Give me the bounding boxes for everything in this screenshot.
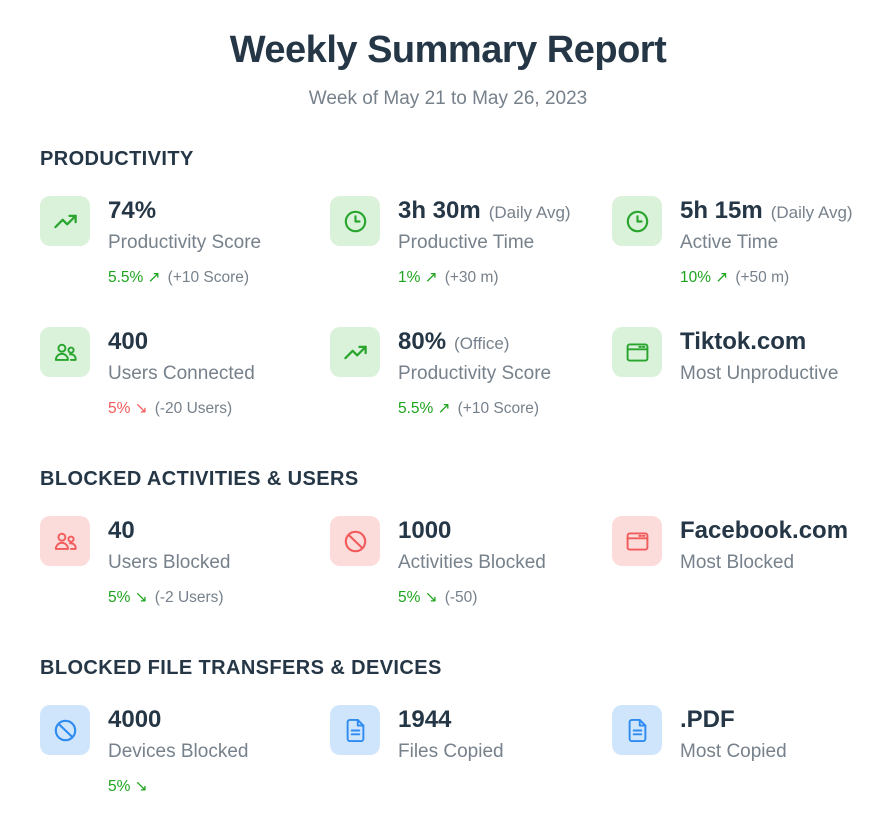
metric-suffix: (Daily Avg) [488,203,571,222]
metric-delta: 5% ↘ (-2 Users) [108,588,231,607]
metric-label: Users Blocked [108,552,231,573]
metric-delta: 5.5% ↗ (+10 Score) [398,399,551,418]
trend-up-icon [52,208,79,235]
metric-activities-blocked: 1000 Activities Blocked 5% ↘ (-50) [330,516,612,607]
file-icon [342,717,369,744]
metric-value: Facebook.com [680,517,849,544]
metric-label: Most Unproductive [680,363,839,384]
report-header: Weekly Summary Report Week of May 21 to … [40,28,856,110]
metric-icon-badge [612,705,662,755]
delta-detail: (+10 Score) [167,269,250,286]
metric-label: Productive Time [398,232,535,253]
metric-icon-badge [612,327,662,377]
metric-label: Activities Blocked [398,552,546,573]
block-icon [342,528,369,555]
metric-files-copied: 1944 Files Copied [330,705,612,796]
section-heading: BLOCKED FILE TRANSFERS & DEVICES [40,657,442,679]
metric-suffix: (Daily Avg) [770,203,853,222]
metric-icon-badge [330,196,380,246]
metric-value: 40 [108,517,135,544]
delta-percent: 1% ↗ [398,269,438,286]
metric-devices-blocked: 4000 Devices Blocked 5% ↘ [40,705,330,796]
metric-suffix: (Office) [454,334,510,353]
delta-percent: 5% ↘ [108,400,148,417]
clock-icon [342,208,369,235]
report-date-range: Week of May 21 to May 26, 2023 [308,88,588,109]
metric-productive-time: 3h 30m (Daily Avg) Productive Time 1% ↗ … [330,196,612,287]
metrics-grid: 40 Users Blocked 5% ↘ (-2 Users) 10 [40,516,884,607]
metric-delta: 5% ↘ (-20 Users) [108,399,255,418]
delta-percent: 5% ↘ [108,778,148,795]
metric-delta: 10% ↗ (+50 m) [680,268,853,287]
metric-value: 74% [108,197,157,224]
metric-delta: 5.5% ↗ (+10 Score) [108,268,261,287]
delta-percent: 10% ↗ [680,269,729,286]
metrics-grid: 4000 Devices Blocked 5% ↘ 1944 [40,705,884,796]
delta-percent: 5% ↘ [108,589,148,606]
metric-icon-badge [330,705,380,755]
users-icon [52,528,79,555]
metric-value: Tiktok.com [680,328,807,355]
metric-value: 5h 15m [680,197,763,224]
metric-icon-badge [612,516,662,566]
delta-detail: (+50 m) [735,269,790,286]
delta-detail: (+30 m) [444,269,499,286]
metric-label: Productivity Score [108,232,262,253]
metric-users-blocked: 40 Users Blocked 5% ↘ (-2 Users) [40,516,330,607]
metric-most-copied: .PDF Most Copied [612,705,884,796]
section-blocked-file-transfers-devices: BLOCKED FILE TRANSFERS & DEVICES 4000 De… [40,657,884,796]
section-blocked-activities-users: BLOCKED ACTIVITIES & USERS 40 Users Bloc… [40,468,884,607]
metric-icon-badge [40,327,90,377]
browser-icon [624,528,651,555]
metric-value: 1000 [398,517,452,544]
metric-icon-badge [612,196,662,246]
delta-detail: (+10 Score) [457,400,540,417]
users-icon [52,339,79,366]
section-heading: PRODUCTIVITY [40,148,194,170]
metric-label: Productivity Score [398,363,552,384]
delta-detail: (-2 Users) [154,589,224,606]
metric-most-unproductive: Tiktok.com Most Unproductive [612,327,884,418]
metric-label: Files Copied [398,741,504,762]
delta-percent: 5.5% ↗ [398,400,451,417]
delta-percent: 5.5% ↗ [108,269,161,286]
metric-value: .PDF [680,706,735,733]
metric-icon-badge [40,516,90,566]
metric-icon-badge [40,196,90,246]
section-productivity: PRODUCTIVITY 74% Productivity Score 5.5%… [40,148,884,418]
metric-value: 400 [108,328,149,355]
metric-label: Users Connected [108,363,255,384]
metric-label: Most Blocked [680,552,795,573]
metric-value: 80% [398,328,447,355]
metric-label: Devices Blocked [108,741,249,762]
metric-icon-badge [330,327,380,377]
metric-icon-badge [40,705,90,755]
metric-icon-badge [330,516,380,566]
metric-office-productivity-score: 80% (Office) Productivity Score 5.5% ↗ (… [330,327,612,418]
metric-label: Most Copied [680,741,787,762]
metric-value: 4000 [108,706,162,733]
metrics-grid: 74% Productivity Score 5.5% ↗ (+10 Score… [40,196,884,418]
metric-active-time: 5h 15m (Daily Avg) Active Time 10% ↗ (+5… [612,196,884,287]
trend-up-icon [342,339,369,366]
metric-delta: 1% ↗ (+30 m) [398,268,571,287]
delta-percent: 5% ↘ [398,589,438,606]
metric-most-blocked: Facebook.com Most Blocked [612,516,884,607]
delta-detail: (-50) [444,589,478,606]
metric-productivity-score: 74% Productivity Score 5.5% ↗ (+10 Score… [40,196,330,287]
metric-value: 1944 [398,706,452,733]
metric-users-connected: 400 Users Connected 5% ↘ (-20 Users) [40,327,330,418]
page-title: Weekly Summary Report [229,29,667,71]
delta-detail: (-20 Users) [154,400,233,417]
section-heading: BLOCKED ACTIVITIES & USERS [40,468,359,490]
file-icon [624,717,651,744]
metric-delta: 5% ↘ (-50) [398,588,546,607]
metric-label: Active Time [680,232,779,253]
metric-delta: 5% ↘ [108,777,248,796]
browser-icon [624,339,651,366]
clock-icon [624,208,651,235]
block-icon [52,717,79,744]
metric-value: 3h 30m [398,197,481,224]
